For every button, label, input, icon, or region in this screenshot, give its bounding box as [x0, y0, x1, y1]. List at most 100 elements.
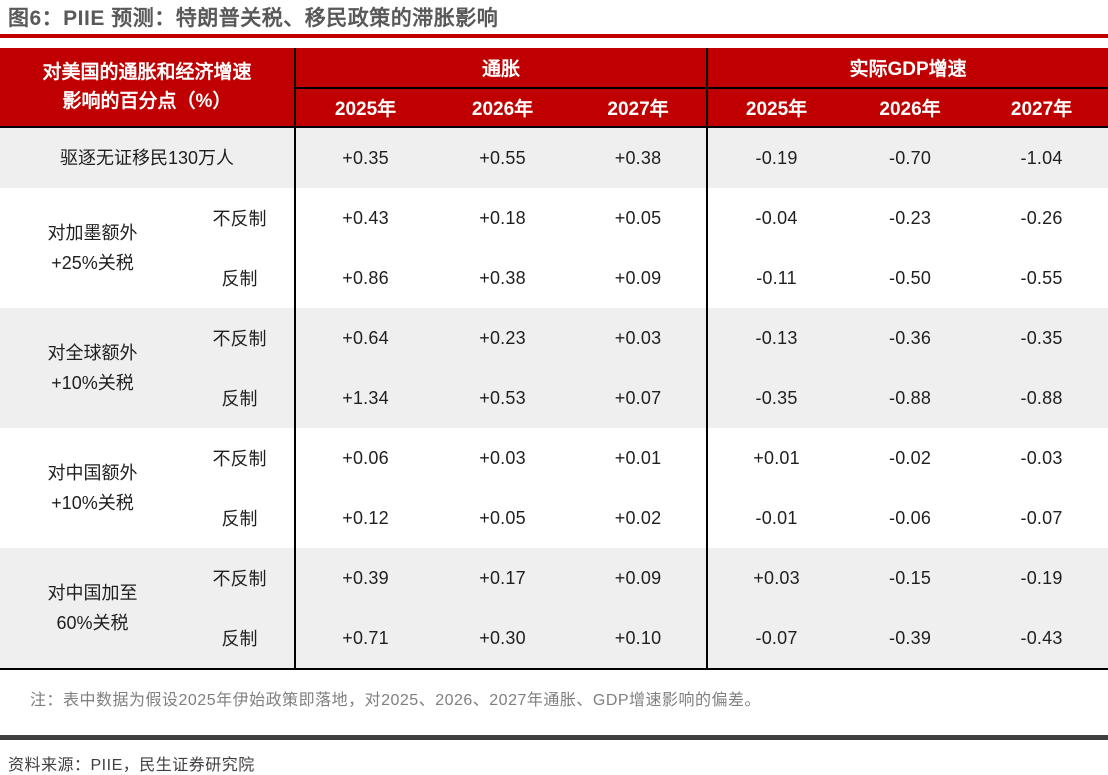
value-cell: -0.43 — [975, 608, 1108, 670]
group-header-gdp: 实际GDP增速 — [706, 48, 1108, 90]
value-cell: +0.09 — [570, 248, 708, 309]
scenario-label: 反制 — [185, 368, 296, 429]
corner-header-line2: 影响的百分点（%） — [62, 91, 232, 113]
table-row-china10-no-retaliation: 对中国额外 +10%关税 不反制 +0.06 +0.03 +0.01 +0.01… — [0, 428, 1108, 549]
policy-label: 对加墨额外 +25%关税 — [0, 188, 185, 309]
value-cell: +0.23 — [435, 308, 571, 369]
value-cell: +0.30 — [435, 608, 571, 670]
value-cell: +0.55 — [435, 127, 571, 189]
value-cell: -0.15 — [845, 548, 976, 609]
table-row-canada-mexico-no-retaliation: 对加墨额外 +25%关税 不反制 +0.43 +0.18 +0.05 -0.04… — [0, 188, 1108, 309]
table-row-china60-no-retaliation: 对中国加至 60%关税 不反制 +0.39 +0.17 +0.09 +0.03 … — [0, 548, 1108, 670]
value-cell: -0.07 — [975, 488, 1108, 549]
value-cell: -0.13 — [706, 308, 846, 369]
year-header-gdp-2026: 2026年 — [845, 88, 976, 129]
value-cell: +0.09 — [570, 548, 708, 609]
value-cell: -0.07 — [706, 608, 846, 670]
value-cell: +0.10 — [570, 608, 708, 670]
policy-line2: +10%关税 — [51, 373, 134, 394]
source-text: 资料来源：PIIE，民生证券研究院 — [8, 757, 255, 775]
table-row-china10-retaliation: 反制 +0.12 +0.05 +0.02 -0.01 -0.06 -0.07 — [0, 488, 1108, 549]
scenario-label: 反制 — [185, 608, 296, 670]
scenario-label: 不反制 — [185, 188, 296, 249]
value-cell: +0.39 — [294, 548, 436, 609]
value-cell: +0.02 — [570, 488, 708, 549]
year-header-gdp-2025: 2025年 — [706, 88, 846, 129]
policy-line1: 对加墨额外 — [47, 222, 138, 243]
value-cell: -0.04 — [706, 188, 846, 249]
year-header-gdp-2027: 2027年 — [975, 88, 1108, 129]
corner-header-line1: 对美国的通胀和经济增速 — [42, 61, 252, 83]
policy-line2: +25%关税 — [51, 253, 134, 274]
value-cell: -0.03 — [975, 428, 1108, 489]
table-row-global-no-retaliation: 对全球额外 +10%关税 不反制 +0.64 +0.23 +0.03 -0.13… — [0, 308, 1108, 429]
value-cell: -0.26 — [975, 188, 1108, 249]
value-cell: -0.11 — [706, 248, 846, 309]
value-cell: +0.03 — [435, 428, 571, 489]
value-cell: +0.01 — [570, 428, 708, 489]
value-cell: -0.06 — [845, 488, 976, 549]
table-row-global-retaliation: 反制 +1.34 +0.53 +0.07 -0.35 -0.88 -0.88 — [0, 368, 1108, 429]
value-cell: +0.38 — [435, 248, 571, 309]
value-cell: -0.23 — [845, 188, 976, 249]
value-cell: +0.03 — [570, 308, 708, 369]
value-cell: -0.55 — [975, 248, 1108, 309]
year-header-inflation-2025: 2025年 — [294, 88, 436, 129]
table-row-deport-immigrants: 驱逐无证移民130万人 +0.35 +0.55 +0.38 -0.19 -0.7… — [0, 127, 1108, 189]
value-cell: +0.64 — [294, 308, 436, 369]
value-cell: +0.35 — [294, 127, 436, 189]
policy-line1: 对全球额外 — [47, 342, 138, 363]
scenario-label: 反制 — [185, 248, 296, 309]
value-cell: +1.34 — [294, 368, 436, 429]
value-cell: +0.71 — [294, 608, 436, 670]
table-header: 对美国的通胀和经济增速 影响的百分点（%） 通胀 实际GDP增速 2025年 2… — [0, 48, 1108, 129]
policy-label: 驱逐无证移民130万人 — [0, 127, 296, 189]
value-cell: -0.88 — [975, 368, 1108, 429]
value-cell: -0.02 — [845, 428, 976, 489]
table-body: 驱逐无证移民130万人 +0.35 +0.55 +0.38 -0.19 -0.7… — [0, 127, 1108, 670]
value-cell: -0.35 — [975, 308, 1108, 369]
value-cell: +0.06 — [294, 428, 436, 489]
policy-label: 对中国额外 +10%关税 — [0, 428, 185, 549]
table-row-china60-retaliation: 反制 +0.71 +0.30 +0.10 -0.07 -0.39 -0.43 — [0, 608, 1108, 670]
figure-note: 注：表中数据为假设2025年伊始政策即落地，对2025、2026、2027年通胀… — [30, 692, 762, 710]
value-cell: +0.18 — [435, 188, 571, 249]
table-row-canada-mexico-retaliation: 反制 +0.86 +0.38 +0.09 -0.11 -0.50 -0.55 — [0, 248, 1108, 309]
policy-label: 对中国加至 60%关税 — [0, 548, 185, 670]
value-cell: +0.86 — [294, 248, 436, 309]
value-cell: +0.05 — [570, 188, 708, 249]
value-cell: +0.53 — [435, 368, 571, 429]
policy-label: 对全球额外 +10%关税 — [0, 308, 185, 429]
figure-title: 图6：PIIE 预测：特朗普关税、移民政策的滞胀影响 — [8, 7, 499, 30]
value-cell: -1.04 — [975, 127, 1108, 189]
year-header-inflation-2026: 2026年 — [435, 88, 571, 129]
value-cell: +0.12 — [294, 488, 436, 549]
group-header-inflation: 通胀 — [294, 48, 708, 90]
value-cell: -0.88 — [845, 368, 976, 429]
scenario-label: 不反制 — [185, 548, 296, 609]
scenario-label: 不反制 — [185, 428, 296, 489]
scenario-label: 反制 — [185, 488, 296, 549]
value-cell: -0.19 — [975, 548, 1108, 609]
value-cell: -0.39 — [845, 608, 976, 670]
value-cell: +0.01 — [706, 428, 846, 489]
policy-line2: +10%关税 — [51, 493, 134, 514]
value-cell: -0.70 — [845, 127, 976, 189]
policy-line2: 60%关税 — [56, 613, 129, 634]
value-cell: +0.07 — [570, 368, 708, 429]
value-cell: -0.36 — [845, 308, 976, 369]
source-divider-bar — [0, 735, 1108, 741]
value-cell: -0.35 — [706, 368, 846, 429]
value-cell: -0.19 — [706, 127, 846, 189]
policy-line1: 对中国加至 — [47, 582, 138, 603]
value-cell: +0.17 — [435, 548, 571, 609]
scenario-label: 不反制 — [185, 308, 296, 369]
value-cell: +0.43 — [294, 188, 436, 249]
value-cell: +0.03 — [706, 548, 846, 609]
value-cell: +0.05 — [435, 488, 571, 549]
stagflation-impact-table: 对美国的通胀和经济增速 影响的百分点（%） 通胀 实际GDP增速 2025年 2… — [0, 48, 1108, 671]
value-cell: -0.01 — [706, 488, 846, 549]
value-cell: -0.50 — [845, 248, 976, 309]
year-header-inflation-2027: 2027年 — [570, 88, 708, 129]
